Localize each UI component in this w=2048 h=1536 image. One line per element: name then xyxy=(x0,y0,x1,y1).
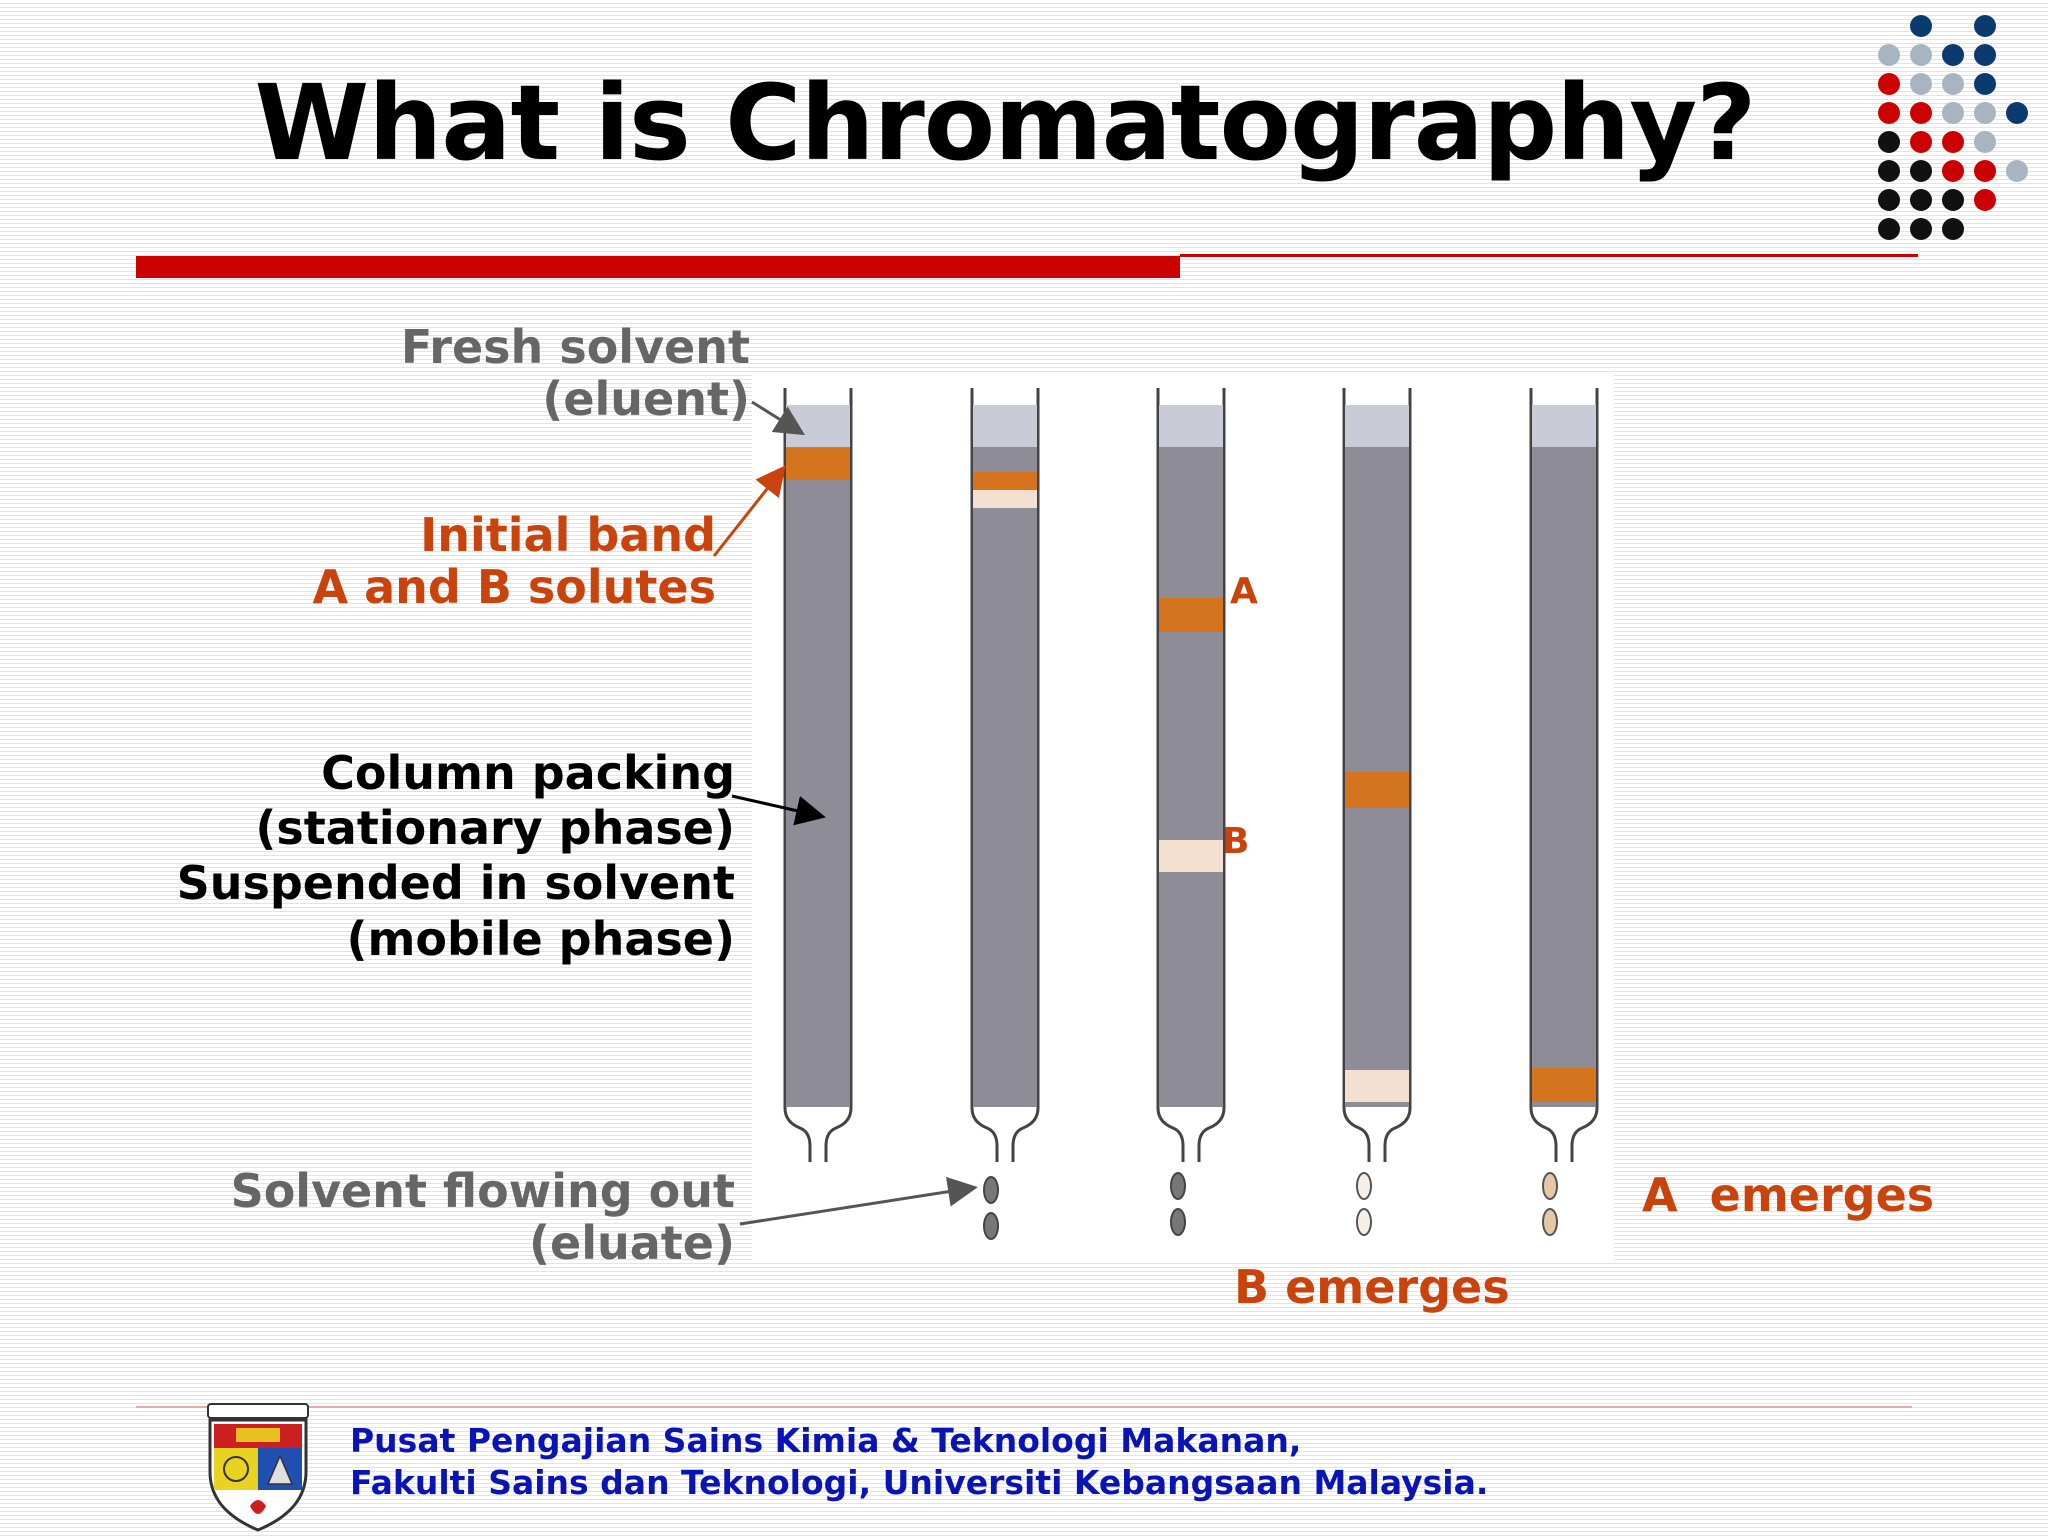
decoration-dot xyxy=(1974,15,1996,37)
drop-b xyxy=(1356,1172,1372,1200)
fresh-solvent-line-2: (eluent) xyxy=(542,371,750,426)
decoration-dot xyxy=(1910,73,1932,95)
column-tip xyxy=(970,1107,1040,1162)
decoration-dot xyxy=(1942,160,1964,182)
decoration-dot xyxy=(2006,102,2028,124)
column-tip xyxy=(783,1107,853,1162)
title-underline-thick xyxy=(136,256,1180,278)
packing-pointer xyxy=(731,794,826,826)
decoration-dot xyxy=(1910,131,1932,153)
column-2 xyxy=(970,388,1040,1162)
eluent-layer xyxy=(1159,405,1223,447)
eluent-layer xyxy=(786,405,850,447)
eluent-layer xyxy=(973,405,1037,447)
column-tip xyxy=(1529,1107,1599,1162)
band-a xyxy=(1345,772,1409,808)
decoration-dot xyxy=(1942,73,1964,95)
initial-band-pointer xyxy=(712,465,786,557)
decoration-dot xyxy=(1910,102,1932,124)
decoration-dot xyxy=(1878,218,1900,240)
decoration-dot xyxy=(1942,131,1964,153)
eluent-layer xyxy=(1532,405,1596,447)
fresh-solvent-line-1: Fresh solvent xyxy=(400,320,750,374)
decoration-dot xyxy=(1942,44,1964,66)
a-emerges-label: A emerges xyxy=(1642,1168,1935,1222)
university-crest-logo-icon xyxy=(207,1403,309,1532)
column-tip xyxy=(1342,1107,1412,1162)
decoration-dot xyxy=(1878,131,1900,153)
initial-band-line-1: Initial band xyxy=(420,508,716,562)
decoration-dot xyxy=(1974,44,1996,66)
decoration-dot xyxy=(2006,160,2028,182)
dot-grid-decoration-icon xyxy=(1878,15,2028,240)
column-packing-line-3: Suspended in solvent xyxy=(176,856,735,911)
band-b xyxy=(1159,840,1223,872)
eluate-pointer xyxy=(739,1176,978,1226)
band-a xyxy=(1532,1068,1596,1102)
page-title: What is Chromatography? xyxy=(254,62,1757,184)
eluate-drops xyxy=(983,1172,1558,1240)
decoration-dot xyxy=(1974,102,1996,124)
decoration-dot xyxy=(1942,189,1964,211)
decoration-dot xyxy=(1878,102,1900,124)
drop xyxy=(1170,1172,1186,1200)
band-a xyxy=(973,472,1037,490)
drop xyxy=(983,1176,999,1204)
b-emerges-label: B emerges xyxy=(1234,1260,1510,1314)
footer-line-1: Pusat Pengajian Sains Kimia & Teknologi … xyxy=(350,1421,1302,1460)
fresh-solvent-label: Fresh solvent (eluent) xyxy=(400,320,750,426)
eluent-pointer xyxy=(751,400,806,436)
decoration-dot xyxy=(1878,160,1900,182)
column-packing-label: Column packing (stationary phase) Suspen… xyxy=(177,746,735,967)
stationary-phase xyxy=(1532,447,1596,1107)
drop-a xyxy=(1542,1172,1558,1200)
column-tip xyxy=(1156,1107,1226,1162)
title-underline-thin xyxy=(1180,254,1918,257)
decoration-dot xyxy=(1974,131,1996,153)
column-1 xyxy=(783,388,853,1162)
decoration-dot xyxy=(1942,102,1964,124)
band-b xyxy=(973,490,1037,508)
solvent-flowing-line-1: Solvent flowing out xyxy=(230,1164,735,1218)
column-4 xyxy=(1342,388,1412,1162)
decoration-dot xyxy=(1878,73,1900,95)
decoration-dot xyxy=(1910,218,1932,240)
stationary-phase xyxy=(786,447,850,1107)
decoration-dot xyxy=(1910,160,1932,182)
decoration-dot xyxy=(1942,218,1964,240)
initial-band-line-2: A and B solutes xyxy=(312,559,717,614)
column-packing-line-2: (stationary phase) xyxy=(255,801,735,856)
drop xyxy=(1170,1208,1186,1236)
decoration-dot xyxy=(1910,44,1932,66)
decoration-dot xyxy=(1910,189,1932,211)
initial-band-label: Initial band A and B solutes xyxy=(312,508,717,614)
decoration-dot xyxy=(1974,73,1996,95)
solvent-flowing-label: Solvent flowing out (eluate) xyxy=(230,1164,735,1270)
column-5 xyxy=(1529,388,1599,1162)
band-a xyxy=(1159,598,1223,632)
band-a-label: A xyxy=(1230,571,1258,612)
drop xyxy=(983,1212,999,1240)
footer-divider xyxy=(136,1406,1912,1408)
decoration-dot xyxy=(1910,15,1932,37)
solvent-flowing-line-2: (eluate) xyxy=(529,1215,735,1270)
decoration-dot xyxy=(1878,44,1900,66)
stationary-phase xyxy=(1159,447,1223,1107)
footer-institution-text: Pusat Pengajian Sains Kimia & Teknologi … xyxy=(350,1420,1488,1503)
decoration-dot xyxy=(1878,189,1900,211)
column-3 xyxy=(1156,388,1226,1162)
drop-a xyxy=(1542,1208,1558,1236)
column-packing-line-1: Column packing xyxy=(321,746,735,800)
initial-band xyxy=(786,448,850,480)
column-packing-line-4: (mobile phase) xyxy=(346,911,735,966)
band-b-label: B xyxy=(1222,821,1250,862)
drop-b xyxy=(1356,1208,1372,1236)
decoration-dot xyxy=(1974,189,1996,211)
eluent-layer xyxy=(1345,405,1409,447)
footer-line-2: Fakulti Sains dan Teknologi, Universiti … xyxy=(350,1462,1489,1502)
decoration-dot xyxy=(1974,160,1996,182)
stationary-phase xyxy=(973,447,1037,1107)
band-b xyxy=(1345,1070,1409,1102)
